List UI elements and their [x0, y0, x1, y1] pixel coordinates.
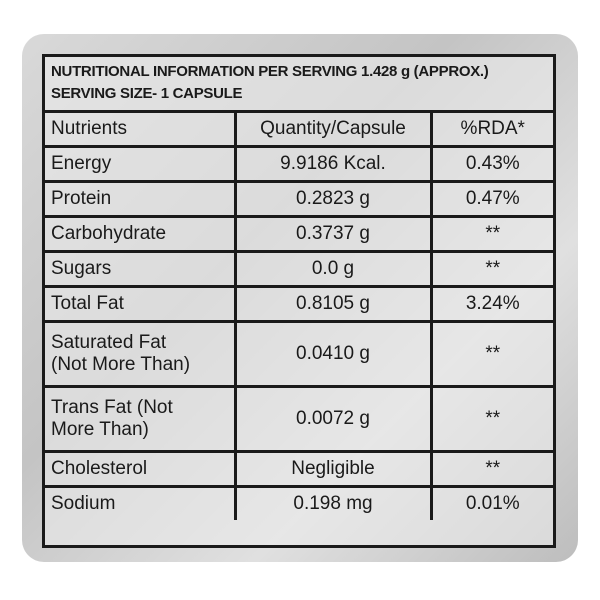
nutrient-name: Cholesterol [45, 450, 237, 488]
header-title: NUTRITIONAL INFORMATION PER SERVING 1.42… [51, 63, 489, 80]
quantity: 0.0410 g [233, 320, 433, 388]
nutrient-row: Sodium 0.198 mg 0.01% [45, 485, 553, 520]
nutrient-name: Total Fat [45, 285, 237, 323]
nutrient-row: Saturated Fat (Not More Than) 0.0410 g ** [45, 320, 553, 388]
nutrient-line: Trans Fat (Not [51, 397, 173, 418]
rda: ** [429, 385, 553, 453]
nutrient-line: More Than) [51, 419, 149, 440]
nutrient-line: (Not More Than) [51, 354, 191, 375]
nutrient-row: Total Fat 0.8105 g 3.24% [45, 285, 553, 323]
column-header: Nutrients [45, 113, 237, 148]
quantity: 0.3737 g [233, 215, 433, 253]
quantity: 0.8105 g [233, 285, 433, 323]
header-row: Nutrients Quantity/Capsule %RDA* [45, 113, 553, 148]
rda: ** [429, 250, 553, 288]
nutrient-name: Carbohydrate [45, 215, 237, 253]
nutrient-line: Total Fat [51, 293, 124, 314]
nutrient-row: Carbohydrate 0.3737 g ** [45, 215, 553, 253]
nutrient-row: Cholesterol Negligible ** [45, 450, 553, 488]
nutrition-panel: NUTRITIONAL INFORMATION PER SERVING 1.42… [42, 54, 556, 548]
quantity: 0.198 mg [233, 485, 433, 520]
rda: ** [429, 450, 553, 488]
nutrient-line: Sugars [51, 258, 112, 279]
nutrient-name: Energy [45, 145, 237, 183]
nutrient-line: Energy [51, 153, 112, 174]
nutrient-name: Trans Fat (Not More Than) [45, 385, 237, 453]
rda: 0.47% [429, 180, 553, 218]
column-header: Quantity/Capsule [233, 113, 433, 148]
rda: 0.43% [429, 145, 553, 183]
nutrient-row: Trans Fat (Not More Than) 0.0072 g ** [45, 385, 553, 453]
quantity: 0.0072 g [233, 385, 433, 453]
rda: 0.01% [429, 485, 553, 520]
rda: 3.24% [429, 285, 553, 323]
nutrient-name: Protein [45, 180, 237, 218]
nutrient-line: Saturated Fat [51, 332, 167, 353]
nutrient-row: Energy 9.9186 Kcal. 0.43% [45, 145, 553, 183]
quantity: Negligible [233, 450, 433, 488]
quantity: 9.9186 Kcal. [233, 145, 433, 183]
panel-header: NUTRITIONAL INFORMATION PER SERVING 1.42… [45, 57, 553, 113]
nutrient-line: Sodium [51, 493, 116, 514]
nutrient-name: Sugars [45, 250, 237, 288]
nutrient-row: Sugars 0.0 g ** [45, 250, 553, 288]
rda: ** [429, 215, 553, 253]
nutrient-name: Sodium [45, 485, 237, 520]
serving-size: SERVING SIZE- 1 CAPSULE [51, 85, 243, 102]
rda: ** [429, 320, 553, 388]
nutrient-line: Protein [51, 188, 112, 209]
column-header: %RDA* [429, 113, 553, 148]
nutrient-row: Protein 0.2823 g 0.47% [45, 180, 553, 218]
nutrition-table: Nutrients Quantity/Capsule %RDA* Energy 9.91… [45, 113, 553, 520]
quantity: 0.2823 g [233, 180, 433, 218]
nutrient-name: Saturated Fat (Not More Than) [45, 320, 237, 388]
quantity: 0.0 g [233, 250, 433, 288]
nutrient-line: Carbohydrate [51, 223, 167, 244]
nutrient-line: Cholesterol [51, 458, 148, 479]
